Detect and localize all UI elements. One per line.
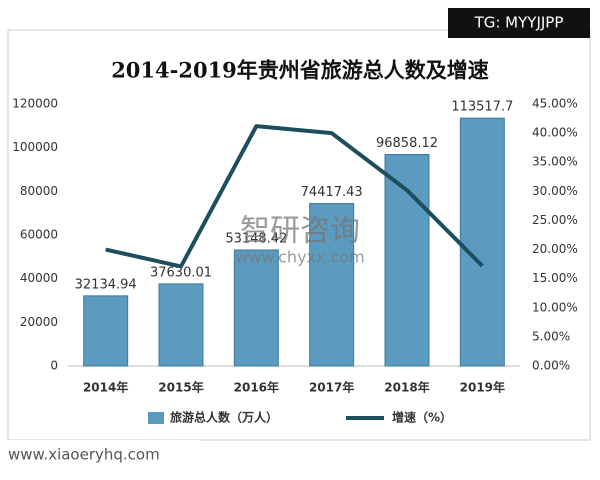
- y2-tick-label: 10.00%: [532, 300, 578, 314]
- chart-frame: [7, 29, 591, 441]
- data-label: 37630.01: [150, 265, 212, 280]
- data-label: 32134.94: [75, 277, 137, 292]
- watermark-box: [448, 8, 590, 38]
- watermark: 智研咨询: [240, 214, 360, 249]
- bar: [233, 249, 279, 367]
- data-label: 113517.7: [451, 100, 513, 115]
- data-label: 74417.43: [301, 185, 363, 200]
- bar: [384, 154, 430, 367]
- x-tick-label: 2018年: [384, 380, 429, 395]
- y-tick-label: 40000: [20, 271, 58, 285]
- bar: [459, 117, 505, 367]
- y2-tick-label: 45.00%: [532, 97, 578, 111]
- x-tick-label: 2015年: [158, 380, 203, 395]
- y2-tick-label: 15.00%: [532, 271, 578, 285]
- y2-tick-label: 35.00%: [532, 155, 578, 169]
- y-tick-label: 100000: [12, 140, 58, 154]
- y-tick-label: 0: [50, 359, 58, 373]
- y-tick-label: 20000: [20, 315, 58, 329]
- x-tick-label: 2017年: [309, 380, 354, 395]
- y2-tick-label: 5.00%: [532, 329, 570, 343]
- legend-label: 旅游总人数（万人）: [170, 410, 278, 425]
- watermark-box: [0, 440, 200, 470]
- y2-tick-label: 20.00%: [532, 242, 578, 256]
- legend-label: 增速（%）: [392, 410, 452, 425]
- bar: [309, 203, 355, 367]
- y-tick-label: 80000: [20, 184, 58, 198]
- watermark: www.xiaoeryhq.com: [8, 446, 160, 464]
- legend-swatch: [148, 412, 164, 424]
- bar: [83, 295, 129, 367]
- y2-tick-label: 30.00%: [532, 184, 578, 198]
- x-tick-label: 2019年: [460, 380, 505, 395]
- watermark: TG: MYYJJPP: [474, 14, 564, 32]
- y-tick-label: 120000: [12, 97, 58, 111]
- x-tick-label: 2014年: [83, 380, 128, 395]
- line: [105, 124, 484, 269]
- y2-tick-label: 40.00%: [532, 126, 578, 140]
- y2-tick-label: 0.00%: [532, 359, 570, 373]
- y2-tick-label: 25.00%: [532, 213, 578, 227]
- bar: [158, 283, 204, 367]
- plot: 0 20000 40000 60000 80000 100000 120000 0.00% 5.…: [12, 97, 578, 395]
- data-label: 96858.12: [376, 136, 438, 151]
- data-label: 53148.42: [225, 231, 287, 246]
- legend: 旅游总人数（万人） 增速（%）: [148, 410, 452, 425]
- y-tick-label: 60000: [20, 228, 58, 242]
- chart-title: 2014-2019年贵州省旅游总人数及增速: [111, 58, 489, 83]
- watermark: www.chyxx.com: [235, 248, 364, 267]
- x-tick-label: 2016年: [234, 380, 279, 395]
